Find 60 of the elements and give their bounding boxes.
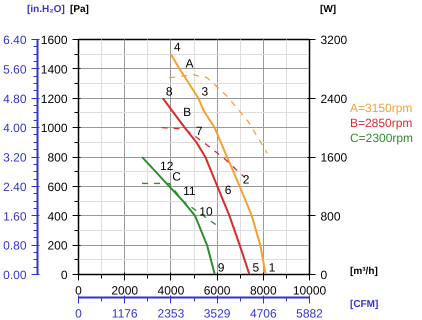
y3-tick-label: 2.40 xyxy=(3,180,27,194)
y3-tick-label: 0.80 xyxy=(3,238,27,253)
y3-axis-title: [in.H₂O] xyxy=(27,3,65,17)
y-tick-label: 0 xyxy=(60,268,68,282)
annotation: 6 xyxy=(224,182,232,197)
annotation: 9 xyxy=(218,260,225,274)
y-tick-label: 1200 xyxy=(40,92,68,106)
annotation: 7 xyxy=(196,124,203,138)
y3-tick-label: 1.60 xyxy=(3,209,27,224)
y2-axis-title: [W] xyxy=(320,3,336,17)
x2-tick-label: 1176 xyxy=(112,306,138,320)
x2-tick-label: 0 xyxy=(75,306,82,320)
annotation: 5 xyxy=(252,260,260,274)
x-tick-label: 4000 xyxy=(158,284,185,298)
y-tick-label: 1400 xyxy=(40,62,68,76)
line-series xyxy=(141,156,216,274)
y2-tick-label: 1600 xyxy=(320,150,348,164)
annotation: 12 xyxy=(160,159,174,174)
y2-tick-label: 0 xyxy=(320,268,328,282)
x-tick-label: 0 xyxy=(75,284,82,298)
y-tick-label: 400 xyxy=(47,209,68,224)
y3-tick-label: 6.40 xyxy=(3,33,27,47)
y3-tick-label: 4.00 xyxy=(3,121,27,136)
y3-tick-label: 4.80 xyxy=(3,92,27,106)
y-tick-label: 200 xyxy=(47,238,68,253)
text: C=2300rpm xyxy=(350,130,414,147)
annotation: 4 xyxy=(174,40,181,54)
annotation: 3 xyxy=(201,84,208,98)
annotation: 1 xyxy=(268,260,276,274)
y-axis-title: [Pa] xyxy=(70,3,89,17)
y3-tick-label: 0.00 xyxy=(3,268,27,282)
annotation: 11 xyxy=(183,184,196,198)
annotation: 8 xyxy=(166,84,173,98)
y-tick-label: 1000 xyxy=(40,121,68,136)
x2-axis-title: [CFM] xyxy=(350,298,378,312)
annotation: 10 xyxy=(199,204,213,219)
text: A=3150rpm xyxy=(350,100,412,117)
x-tick-label: 2000 xyxy=(111,284,138,298)
x-tick-label: 10000 xyxy=(292,284,327,298)
x2-tick-label: 3529 xyxy=(204,306,231,320)
annotation: C xyxy=(172,169,182,184)
x2-tick-label: 4706 xyxy=(250,306,277,320)
line-series xyxy=(162,97,250,274)
x-tick-label: 8000 xyxy=(250,284,277,298)
y2-tick-label: 2400 xyxy=(320,92,348,106)
y-tick-label: 600 xyxy=(47,180,68,194)
x2-tick-label: 5882 xyxy=(296,306,324,320)
y-tick-label: 1600 xyxy=(40,33,68,47)
y2-tick-label: 800 xyxy=(320,209,341,224)
annotation: A xyxy=(185,56,194,70)
x-axis-title: [m³/h] xyxy=(350,265,378,279)
annotation: B xyxy=(183,104,192,119)
x2-tick-label: 2353 xyxy=(158,306,185,320)
y2-tick-label: 3200 xyxy=(320,33,348,47)
annotation: 2 xyxy=(242,172,250,186)
y3-tick-label: 3.20 xyxy=(3,150,27,164)
y3-tick-label: 5.60 xyxy=(3,62,27,76)
x-tick-label: 6000 xyxy=(204,284,231,298)
y-tick-label: 800 xyxy=(47,150,68,164)
text: B=2850rpm xyxy=(350,115,412,132)
